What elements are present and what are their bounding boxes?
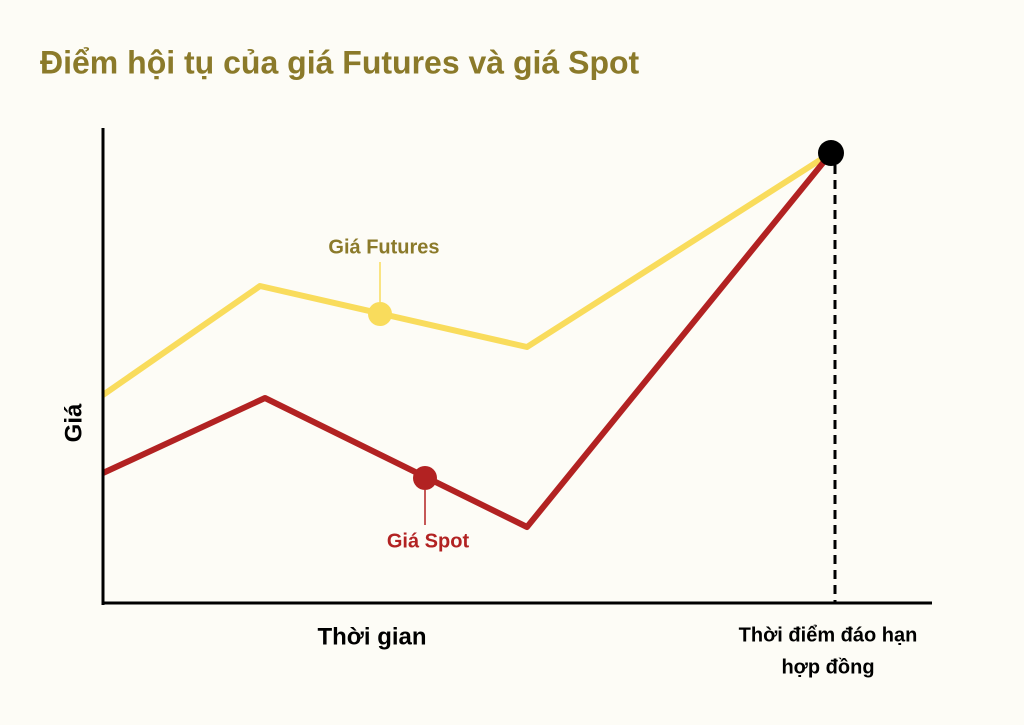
expiry-label: hợp đồng <box>781 656 874 678</box>
futures-label: Giá Futures <box>328 236 439 258</box>
title: Điểm hội tụ của giá Futures và giá Spot <box>40 44 640 80</box>
spot-dot <box>413 466 437 490</box>
spot-line <box>101 151 834 530</box>
convergence-dot <box>818 140 844 166</box>
x-axis-label: Thời gian <box>317 623 426 650</box>
futures-dot <box>368 302 392 326</box>
spot-label: Giá Spot <box>387 530 470 552</box>
y-axis-label: Giá <box>60 403 87 442</box>
expiry-label: Thời điểm đáo hạn <box>739 624 918 646</box>
futures-line <box>101 150 833 398</box>
